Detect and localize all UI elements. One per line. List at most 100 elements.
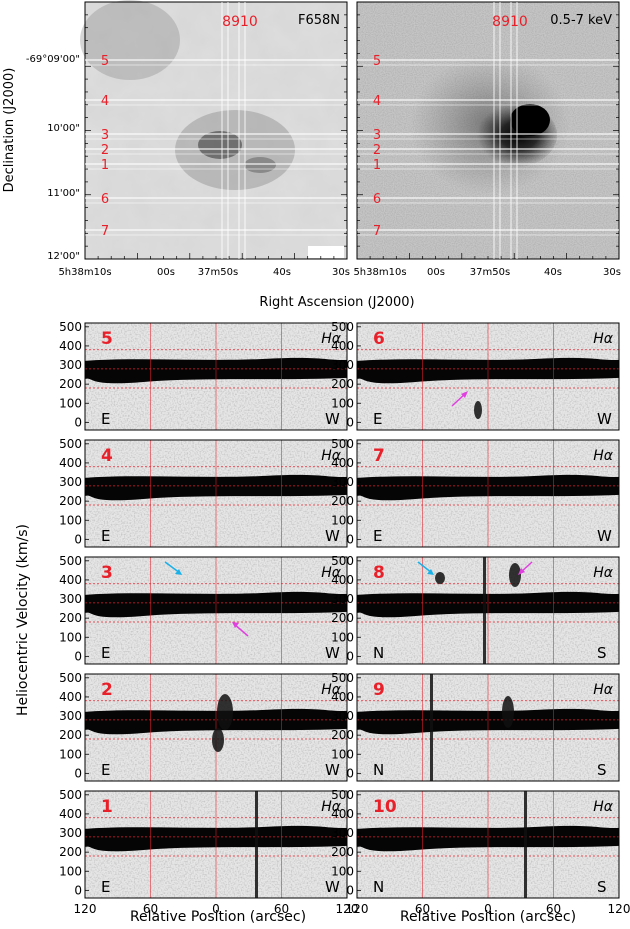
spectrum-panel-8: 8 Hα N S 0 100 200 300 400 500	[331, 554, 620, 665]
y-tick-label: 300	[59, 475, 82, 489]
slit-overlay-left: 5 4 321 6 7	[85, 2, 347, 259]
slit-label: 7	[101, 224, 109, 239]
y-tick-label: 200	[59, 845, 82, 859]
panel-id: 1	[101, 797, 113, 817]
y-tick-label: 400	[59, 456, 82, 470]
slit-label: 5	[101, 54, 109, 69]
dec-tick: 10'00"	[47, 123, 80, 134]
spectrum-panel-3: 3 Hα E W 0 100 200 300 400 500	[59, 554, 348, 665]
panel-id: 6	[373, 329, 385, 349]
y-tick-label: 0	[74, 415, 82, 429]
panel-frame	[84, 790, 348, 899]
ra-tick: 00s	[427, 267, 445, 278]
line-label: Hα	[593, 448, 614, 464]
spectral-feature	[435, 572, 445, 584]
feature-arrows	[164, 391, 533, 637]
spectrum-panel-9: 9 Hα N S 0 100 200 300 400 500	[331, 671, 620, 782]
band-label-left: F658N	[298, 13, 340, 28]
y-tick-label: 400	[59, 339, 82, 353]
x-tick-label: 60	[546, 902, 561, 916]
ra-tick: 37m50s	[470, 267, 510, 278]
panel-id: 8	[373, 563, 385, 583]
y-tick-label: 300	[331, 592, 354, 606]
magenta-arrow	[518, 561, 533, 575]
y-tick-label: 100	[331, 513, 354, 527]
slit-label: 5	[373, 54, 381, 69]
ra-axis-right: 5h38m10s 00s 37m50s 40s 30s	[353, 267, 621, 278]
y-tick-label: 500	[59, 671, 82, 685]
panel-id: 4	[101, 446, 113, 466]
position-axis-label-right: Relative Position (arcsec)	[400, 909, 576, 925]
line-label: Hα	[321, 565, 342, 581]
direction-label-right: W	[325, 410, 340, 428]
ra-axis-left: 5h38m10s 00s 37m50s 40s 30s	[58, 267, 350, 278]
panel-frame	[84, 556, 348, 665]
band-label-right: 0.5-7 keV	[550, 13, 612, 28]
slit-label: 6	[101, 192, 109, 207]
ra-tick: 40s	[544, 267, 562, 278]
direction-label-left: N	[373, 644, 384, 662]
y-tick-label: 300	[331, 709, 354, 723]
slit-label: 2	[101, 143, 109, 158]
y-tick-label: 300	[59, 709, 82, 723]
panel-id: 7	[373, 446, 385, 466]
y-tick-label: 500	[331, 320, 354, 334]
y-tick-label: 200	[331, 845, 354, 859]
panel-frame	[356, 322, 620, 431]
y-tick-label: 400	[331, 807, 354, 821]
x-tick-label: 120	[336, 902, 359, 916]
direction-label-left: N	[373, 761, 384, 779]
ra-tick: 30s	[332, 267, 350, 278]
x-tick-label: 120	[74, 902, 97, 916]
direction-label-left: E	[373, 410, 382, 428]
y-tick-label: 200	[59, 494, 82, 508]
line-label: Hα	[321, 799, 342, 815]
panel-frame	[84, 673, 348, 782]
line-label: Hα	[321, 682, 342, 698]
ra-tick: 30s	[603, 267, 621, 278]
y-tick-label: 500	[59, 788, 82, 802]
direction-label-left: N	[373, 878, 384, 896]
y-tick-label: 300	[331, 826, 354, 840]
y-tick-label: 400	[331, 573, 354, 587]
ra-tick: 37m50s	[198, 267, 238, 278]
direction-label-right: W	[597, 527, 612, 545]
y-tick-label: 400	[331, 339, 354, 353]
slit-label: 4	[101, 94, 109, 109]
y-tick-label: 200	[59, 728, 82, 742]
slit-label: 3	[373, 128, 381, 143]
x-tick-label: 120	[608, 902, 630, 916]
y-tick-label: 0	[346, 415, 354, 429]
spectral-streak	[483, 557, 486, 664]
y-tick-label: 0	[74, 532, 82, 546]
spectral-streak	[524, 791, 527, 898]
direction-label-left: E	[101, 761, 110, 779]
x-tick-label: 60	[143, 902, 158, 916]
magenta-arrow	[232, 622, 249, 637]
x-tick-label: 60	[415, 902, 430, 916]
y-tick-label: 0	[346, 649, 354, 663]
dec-tick: -69°09'00"	[26, 54, 80, 65]
panel-frame	[84, 322, 348, 431]
slit-label: 1	[373, 158, 381, 173]
y-tick-label: 0	[346, 883, 354, 897]
cyan-arrow	[164, 561, 182, 575]
line-label: Hα	[321, 448, 342, 464]
y-tick-label: 500	[331, 554, 354, 568]
line-label: Hα	[593, 682, 614, 698]
slit-overlay-right: 5 4 321 6 7	[357, 2, 619, 259]
spectral-feature	[502, 696, 514, 728]
x-tick-label: 0	[212, 902, 220, 916]
magenta-arrow	[451, 391, 468, 407]
y-tick-label: 100	[59, 513, 82, 527]
direction-label-left: E	[101, 410, 110, 428]
velocity-axis-label: Heliocentric Velocity (km/s)	[15, 524, 31, 716]
slit-label: 6	[373, 192, 381, 207]
y-tick-label: 100	[59, 747, 82, 761]
panel-frame	[356, 790, 620, 899]
direction-label-right: S	[597, 878, 607, 896]
y-tick-label: 200	[331, 377, 354, 391]
vslit-labels-left: 8910	[222, 14, 258, 30]
